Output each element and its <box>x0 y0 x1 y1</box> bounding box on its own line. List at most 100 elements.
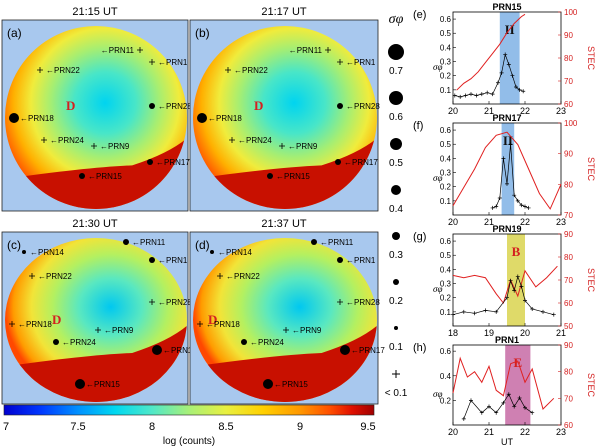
satellite-marker: ←PRN22 <box>37 66 80 75</box>
y-tick-label: 0.2 <box>440 294 452 303</box>
sigma-point <box>494 309 499 314</box>
x-tick-label: 21 <box>556 328 566 338</box>
prn-label: ←PRN15 <box>86 380 120 389</box>
x-tick-label: 22 <box>520 106 530 116</box>
prn-label: ←PRN18 <box>18 320 52 329</box>
prn-label: ←PRN11 <box>132 238 166 247</box>
chart-panel-label: (f) <box>413 120 423 132</box>
prn-label: ←PRN17 <box>351 346 385 355</box>
prn-label: ←PRN15 <box>88 172 122 181</box>
chart-panel-label: (e) <box>413 9 426 21</box>
sigma-point <box>485 90 490 95</box>
region-label: D <box>208 312 217 327</box>
airglow-band <box>5 324 187 402</box>
sigma-point <box>497 196 502 201</box>
prn-label: ←PRN22 <box>226 272 260 281</box>
satellite-marker: ←PRN24 <box>41 136 84 145</box>
prn-label: ←PRN24 <box>50 136 84 145</box>
sigma-point <box>515 198 520 203</box>
prn-label: ←PRN24 <box>238 136 272 145</box>
colorbar <box>3 404 375 416</box>
sigma-legend-value: 0.7 <box>389 66 403 77</box>
sigma-point <box>490 205 495 210</box>
satellite-marker: ←PRN28 <box>149 102 192 111</box>
y-tick-label: 0.1 <box>440 197 452 206</box>
prn-label: ←PRN11 <box>101 46 135 55</box>
sigma-series-line <box>452 275 554 316</box>
x-tick-label: 18 <box>448 328 458 338</box>
prn-label: ←PRN9 <box>288 142 318 151</box>
panel-label: (c) <box>7 238 21 252</box>
y-tick-label: 0.6 <box>440 15 452 24</box>
plot-frame <box>452 344 562 426</box>
x-tick-label: 20 <box>448 217 458 227</box>
prn-label: ←PRN14 <box>218 248 252 257</box>
x-tick-label: 20 <box>448 427 458 437</box>
y-right-tick-label: 70 <box>564 211 573 220</box>
satellite-marker: ←PRN11 <box>123 238 166 247</box>
y-tick-label: 0.3 <box>440 58 452 67</box>
prn-label: ←PRN22 <box>46 66 80 75</box>
colorbar-tick: 9 <box>297 421 303 433</box>
sigma-point <box>541 309 545 314</box>
y-tick-label: 0.3 <box>440 169 452 178</box>
prn-label: ←PRN15 <box>274 380 308 389</box>
satellite-marker: ←PRN11 <box>101 46 143 55</box>
sigma-legend-title: σφ <box>389 12 404 27</box>
satellite-marker: ←PRN9 <box>279 142 318 151</box>
y-tick-label: 0.5 <box>440 140 452 149</box>
satellite-marker: ←PRN22 <box>225 66 268 75</box>
colorbar-tick: 8.5 <box>218 421 233 433</box>
sigma-legend-value: 0.1 <box>389 342 403 353</box>
chart-panel-label: (h) <box>413 342 426 354</box>
sigma-legend-value: 0.6 <box>389 112 403 123</box>
y-right-tick-label: 80 <box>564 54 573 63</box>
y-tick-label: 0.2 <box>440 72 452 81</box>
colorbar-tick: 7 <box>3 421 9 433</box>
y-tick-label: 0.6 <box>440 126 452 135</box>
chart-title: PRN17 <box>492 113 521 123</box>
prn-label: ←PRN24 <box>250 338 284 347</box>
prn-label: ←PRN9 <box>292 326 322 335</box>
x-tick-label: 23 <box>556 217 566 227</box>
sigma-legend-value: < 0.1 <box>385 388 408 399</box>
y-right-tick-label: 100 <box>564 119 578 128</box>
sigma-point <box>461 309 466 314</box>
y-right-tick-label: 80 <box>564 253 573 262</box>
y-right-tick-label: 60 <box>564 421 573 430</box>
satellite-marker: ←PRN17 <box>340 345 385 355</box>
sigma-legend-value: 0.2 <box>389 296 403 307</box>
sigma-point <box>530 410 535 415</box>
sigma-legend-item: 0.6 <box>389 91 403 123</box>
satellite-marker: ←PRN22 <box>217 272 260 281</box>
region-label: D <box>66 98 75 113</box>
prn-label: ←PRN11 <box>320 238 354 247</box>
stec-series-line <box>456 13 526 91</box>
x-tick-label: 23 <box>556 106 566 116</box>
panel-time: 21:15 UT <box>72 6 118 18</box>
prn-label: ←PRN1 <box>346 58 376 67</box>
airglow-band <box>193 137 377 209</box>
sigma-point <box>503 52 508 57</box>
y-right-tick-label: 60 <box>564 100 573 109</box>
sigma-legend-item: 0.3 <box>389 232 403 261</box>
sigma-point <box>512 288 517 293</box>
sigma-point <box>452 93 457 98</box>
y-right-tick-label: 90 <box>564 230 573 239</box>
x-tick-label: 22 <box>520 427 530 437</box>
prn-label: ←PRN18 <box>20 114 54 123</box>
prn-label: ←PRN1 <box>346 256 376 265</box>
y-right-tick-label: 50 <box>564 322 573 331</box>
prn-label: ←PRN17 <box>344 158 378 167</box>
satellite-marker: ←PRN28 <box>337 298 380 307</box>
y-axis-label: σφ <box>433 62 442 72</box>
satellite-marker: ←PRN17 <box>335 158 378 167</box>
y-tick-label: 0.2 <box>440 183 452 192</box>
sigma-point <box>458 94 463 99</box>
y-tick-label: 0.4 <box>440 154 452 163</box>
sigma-point <box>515 274 520 279</box>
y-tick-label: 0.6 <box>440 237 452 246</box>
airglow-band <box>193 324 377 402</box>
